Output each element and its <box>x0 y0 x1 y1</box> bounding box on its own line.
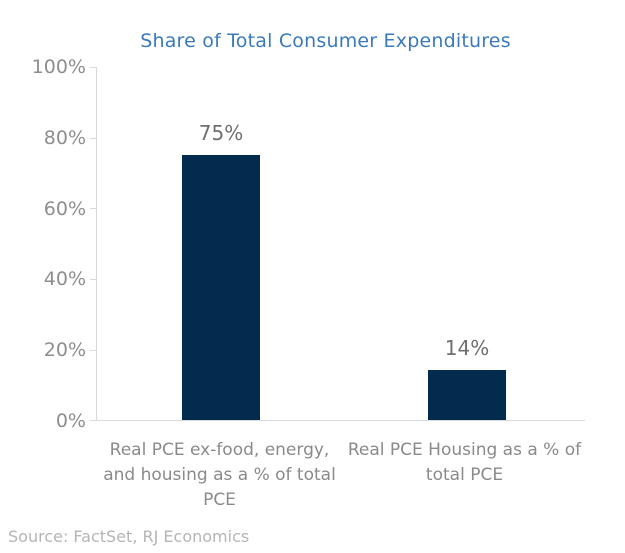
y-axis-label-0: 0% <box>55 410 86 432</box>
y-axis-label-60: 60% <box>43 198 86 220</box>
value-label-75: 75% <box>198 120 244 145</box>
y-axis-tick <box>90 208 96 209</box>
y-axis-tick <box>90 67 96 68</box>
y-axis-tick <box>90 279 96 280</box>
x-axis-label-real-pce-ex-food-energy-housing: Real PCE ex-food, energy, and housing as… <box>103 440 336 510</box>
y-axis-label-80: 80% <box>43 127 86 149</box>
x-axis-label-real-pce-housing: Real PCE Housing as a % of total PCE <box>347 440 582 485</box>
y-axis-tick <box>90 420 96 421</box>
y-axis-label-20: 20% <box>43 339 86 361</box>
plot-area: 75% 14% <box>90 67 585 421</box>
y-axis-label-40: 40% <box>43 268 86 290</box>
chart-title: Share of Total Consumer Expenditures <box>140 30 511 52</box>
value-label-14: 14% <box>444 336 490 361</box>
source-note: Source: FactSet, RJ Economics <box>8 527 250 546</box>
y-axis-label-100: 100% <box>31 56 86 78</box>
bar-real-pce-ex-food-energy-housing <box>182 154 260 420</box>
bar-real-pce-housing <box>428 370 506 420</box>
y-axis-tick <box>90 138 96 139</box>
y-axis-tick <box>90 350 96 351</box>
